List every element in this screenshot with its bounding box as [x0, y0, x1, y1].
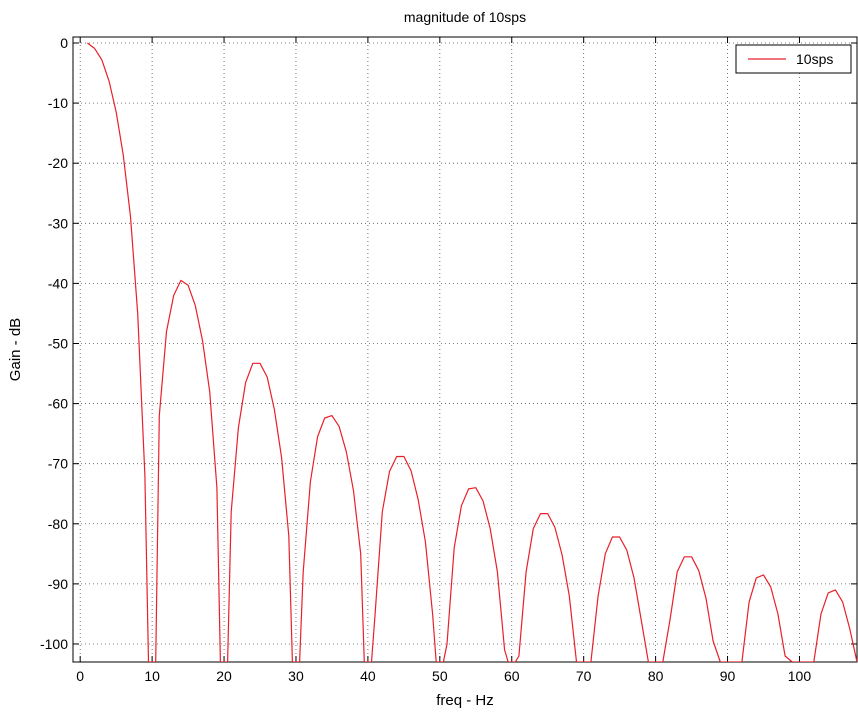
x-tick-label: 30 [288, 668, 304, 684]
x-tick-label: 70 [576, 668, 592, 684]
y-tick-label: -40 [48, 275, 68, 291]
x-axis-label: freq - Hz [436, 692, 494, 709]
y-tick-label: -20 [48, 155, 68, 171]
y-tick-label: -10 [48, 95, 68, 111]
axis-ticks: 0 10 20 30 40 50 60 70 80 90 100 0 -10 -20 -30 -40 -50 -6… [40, 35, 857, 684]
legend-label-10sps: 10sps [796, 51, 833, 67]
y-tick-label: -80 [48, 516, 68, 532]
y-tick-label: -50 [48, 335, 68, 351]
grid [73, 37, 857, 662]
chart-title: magnitude of 10sps [404, 9, 526, 25]
y-tick-label: -90 [48, 576, 68, 592]
y-tick-label: -30 [48, 215, 68, 231]
plot-frame [72, 36, 858, 663]
x-tick-label: 80 [648, 668, 664, 684]
y-tick-label: 0 [60, 35, 68, 51]
x-tick-label: 20 [216, 668, 232, 684]
y-tick-label: -100 [40, 636, 68, 652]
x-tick-label: 50 [432, 668, 448, 684]
series-line-10sps [87, 42, 857, 662]
x-tick-label: 60 [504, 668, 520, 684]
series-layer [87, 42, 857, 662]
legend: 10sps [735, 44, 852, 74]
y-tick-label: -60 [48, 396, 68, 412]
x-tick-label: 100 [788, 668, 812, 684]
x-tick-label: 40 [360, 668, 376, 684]
x-tick-label: 90 [720, 668, 736, 684]
x-tick-label: 10 [144, 668, 160, 684]
y-tick-label: -70 [48, 456, 68, 472]
y-axis-label: Gain - dB [7, 318, 24, 381]
x-tick-label: 0 [76, 668, 84, 684]
